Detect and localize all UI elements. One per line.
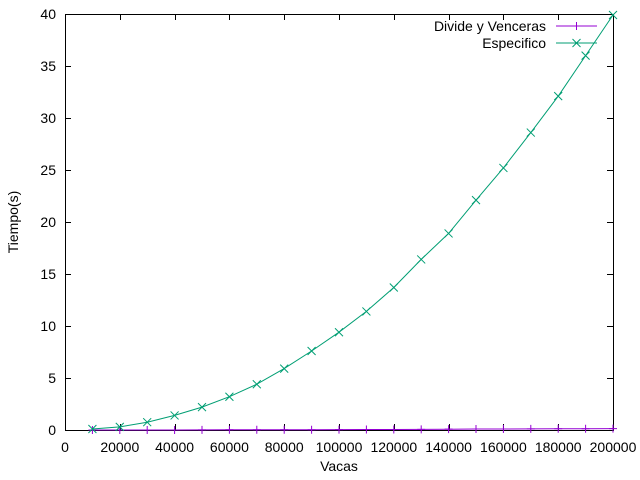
data-point (198, 425, 206, 434)
data-point (389, 283, 399, 292)
y-tick-label: 5 (48, 370, 56, 386)
data-point (143, 426, 152, 434)
data-point (252, 379, 262, 389)
data-point (197, 402, 207, 412)
data-point (362, 307, 371, 316)
data-point (279, 364, 289, 373)
x-tick-label: 120000 (370, 439, 417, 455)
data-point (142, 417, 152, 427)
x-tick-label: 0 (61, 439, 69, 455)
data-point (581, 51, 590, 60)
y-axis: 0 5 10 15 20 25 30 35 40 (40, 6, 613, 438)
x-tick-label: 80000 (265, 439, 304, 455)
data-point (88, 424, 97, 434)
data-point (609, 424, 617, 433)
y-tick-label: 25 (40, 162, 56, 178)
x-axis: 0 20000 40000 60000 80000 100000 120000 140000 1… (61, 14, 637, 455)
x-axis-label: Vacas (320, 458, 358, 474)
legend-marker (572, 38, 581, 48)
data-point (416, 255, 426, 264)
data-point (553, 91, 563, 101)
series-line (92, 428, 614, 431)
legend-label: Divide y Venceras (434, 18, 546, 34)
data-point (170, 426, 179, 434)
x-tick-label: 40000 (155, 439, 194, 455)
x-tick-label: 180000 (535, 439, 582, 455)
data-point (225, 425, 234, 434)
data-point (280, 425, 289, 434)
series-line (92, 14, 614, 430)
series-2 (88, 10, 618, 434)
series-1 (88, 424, 617, 434)
data-point (389, 425, 398, 434)
data-point (526, 128, 536, 137)
data-point (335, 425, 343, 434)
data-point (225, 392, 234, 402)
data-point (472, 424, 480, 433)
x-tick-label: 100000 (316, 439, 363, 455)
data-point (307, 425, 316, 434)
data-point (608, 10, 618, 20)
y-tick-label: 40 (40, 6, 56, 22)
data-point (581, 424, 590, 433)
y-tick-label: 0 (48, 422, 56, 438)
data-point (526, 424, 535, 433)
plot-area (65, 14, 614, 431)
y-tick-label: 15 (40, 266, 56, 282)
plot-frame (65, 14, 614, 431)
y-tick-label: 10 (40, 318, 56, 334)
x-tick-label: 20000 (100, 439, 139, 455)
data-point (307, 346, 316, 356)
data-point (499, 163, 508, 173)
data-point (444, 425, 453, 434)
data-point (499, 424, 508, 433)
legend-marker (572, 22, 581, 30)
data-point (88, 426, 97, 434)
y-axis-label: Tiempo(s) (5, 191, 21, 254)
data-point (170, 411, 179, 420)
data-point (362, 425, 371, 434)
legend-label: Especifico (482, 35, 546, 51)
y-tick-label: 30 (40, 110, 56, 126)
x-tick-label: 60000 (210, 439, 249, 455)
x-tick-label: 160000 (480, 439, 527, 455)
y-tick-label: 35 (40, 58, 56, 74)
data-point (115, 422, 125, 432)
series-layer (88, 10, 618, 434)
data-point (444, 229, 453, 238)
x-tick-label: 200000 (590, 439, 637, 455)
data-point (252, 425, 261, 434)
data-point (554, 424, 563, 433)
x-tick-label: 140000 (425, 439, 472, 455)
data-point (471, 195, 481, 205)
y-tick-label: 20 (40, 214, 56, 230)
data-point (334, 327, 344, 337)
data-point (417, 425, 426, 434)
